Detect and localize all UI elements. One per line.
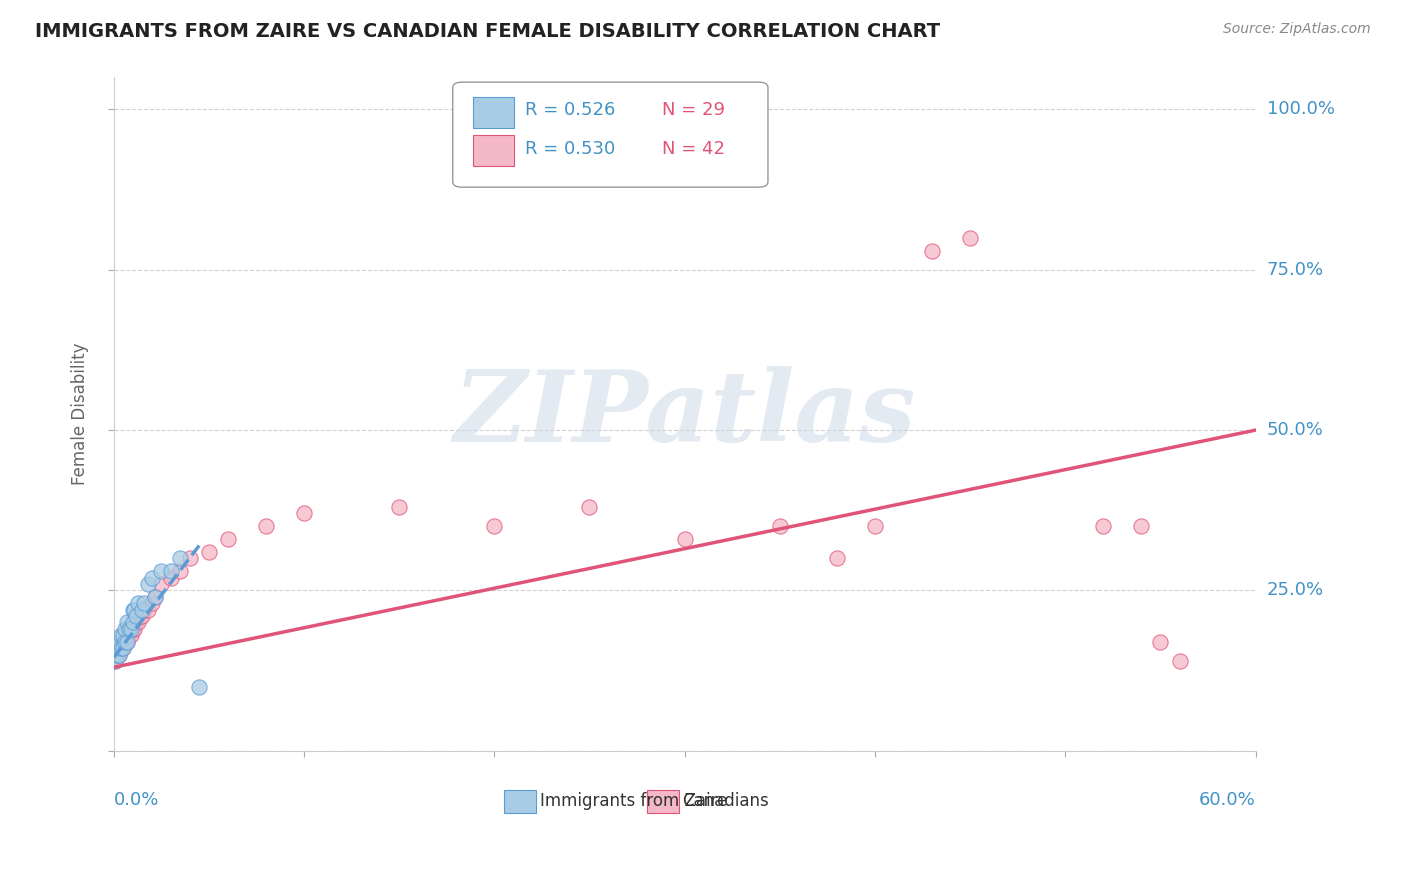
Point — [110, 641, 132, 656]
Text: 60.0%: 60.0% — [1199, 791, 1256, 809]
Point — [121, 615, 143, 630]
Point — [292, 507, 315, 521]
Point — [120, 622, 142, 636]
Point — [125, 609, 148, 624]
Point — [115, 634, 138, 648]
Point — [110, 641, 132, 656]
Point — [108, 648, 131, 662]
Point — [112, 628, 135, 642]
Point — [197, 545, 219, 559]
Point — [959, 231, 981, 245]
Text: 0.0%: 0.0% — [114, 791, 159, 809]
Point — [104, 654, 127, 668]
FancyBboxPatch shape — [474, 97, 515, 128]
Point — [136, 602, 159, 616]
Point — [145, 590, 167, 604]
Point — [127, 615, 149, 630]
Point — [112, 641, 135, 656]
Point — [188, 680, 211, 694]
Point — [863, 519, 886, 533]
Text: R = 0.530: R = 0.530 — [524, 140, 614, 159]
Text: Source: ZipAtlas.com: Source: ZipAtlas.com — [1223, 22, 1371, 37]
Point — [132, 596, 155, 610]
Point — [254, 519, 277, 533]
Text: 100.0%: 100.0% — [1267, 101, 1334, 119]
Point — [131, 602, 153, 616]
Point — [825, 551, 848, 566]
Point — [129, 609, 152, 624]
Point — [121, 622, 143, 636]
Point — [125, 615, 148, 630]
Point — [578, 500, 600, 514]
Point — [136, 577, 159, 591]
Text: R = 0.526: R = 0.526 — [524, 101, 614, 119]
Point — [141, 596, 163, 610]
Point — [108, 641, 131, 656]
Point — [105, 641, 128, 656]
Point — [131, 609, 153, 624]
Point — [150, 564, 173, 578]
Point — [114, 634, 136, 648]
Point — [108, 634, 131, 648]
Point — [1149, 634, 1171, 648]
Point — [132, 602, 155, 616]
FancyBboxPatch shape — [474, 136, 515, 166]
Point — [112, 634, 135, 648]
Point — [769, 519, 792, 533]
Point — [118, 622, 141, 636]
Point — [159, 564, 181, 578]
Point — [159, 570, 181, 584]
Point — [114, 622, 136, 636]
FancyBboxPatch shape — [647, 790, 679, 814]
Point — [169, 564, 191, 578]
Y-axis label: Female Disability: Female Disability — [72, 343, 89, 485]
Point — [141, 570, 163, 584]
Point — [108, 648, 131, 662]
Point — [179, 551, 201, 566]
Text: Immigrants from Zaire: Immigrants from Zaire — [540, 792, 727, 810]
Point — [169, 551, 191, 566]
Text: IMMIGRANTS FROM ZAIRE VS CANADIAN FEMALE DISABILITY CORRELATION CHART: IMMIGRANTS FROM ZAIRE VS CANADIAN FEMALE… — [35, 22, 941, 41]
Point — [120, 628, 142, 642]
FancyBboxPatch shape — [505, 790, 536, 814]
Point — [127, 596, 149, 610]
Point — [110, 628, 132, 642]
Point — [124, 602, 146, 616]
Text: N = 42: N = 42 — [662, 140, 724, 159]
Point — [673, 532, 696, 546]
Text: ZIPatlas: ZIPatlas — [453, 366, 915, 462]
Point — [124, 622, 146, 636]
Point — [105, 648, 128, 662]
Point — [921, 244, 943, 258]
Text: 50.0%: 50.0% — [1267, 421, 1323, 439]
Point — [1168, 654, 1191, 668]
Point — [112, 641, 135, 656]
Point — [150, 577, 173, 591]
Point — [118, 628, 141, 642]
FancyBboxPatch shape — [453, 82, 768, 187]
Point — [217, 532, 239, 546]
Point — [484, 519, 506, 533]
Point — [388, 500, 411, 514]
Point — [105, 648, 128, 662]
Point — [145, 590, 167, 604]
Text: 25.0%: 25.0% — [1267, 582, 1324, 599]
Text: Canadians: Canadians — [682, 792, 769, 810]
Point — [1092, 519, 1115, 533]
Point — [104, 654, 127, 668]
Text: 75.0%: 75.0% — [1267, 260, 1324, 279]
Point — [115, 615, 138, 630]
Point — [114, 634, 136, 648]
Point — [1130, 519, 1153, 533]
Text: N = 29: N = 29 — [662, 101, 724, 119]
Point — [121, 602, 143, 616]
Point — [115, 634, 138, 648]
